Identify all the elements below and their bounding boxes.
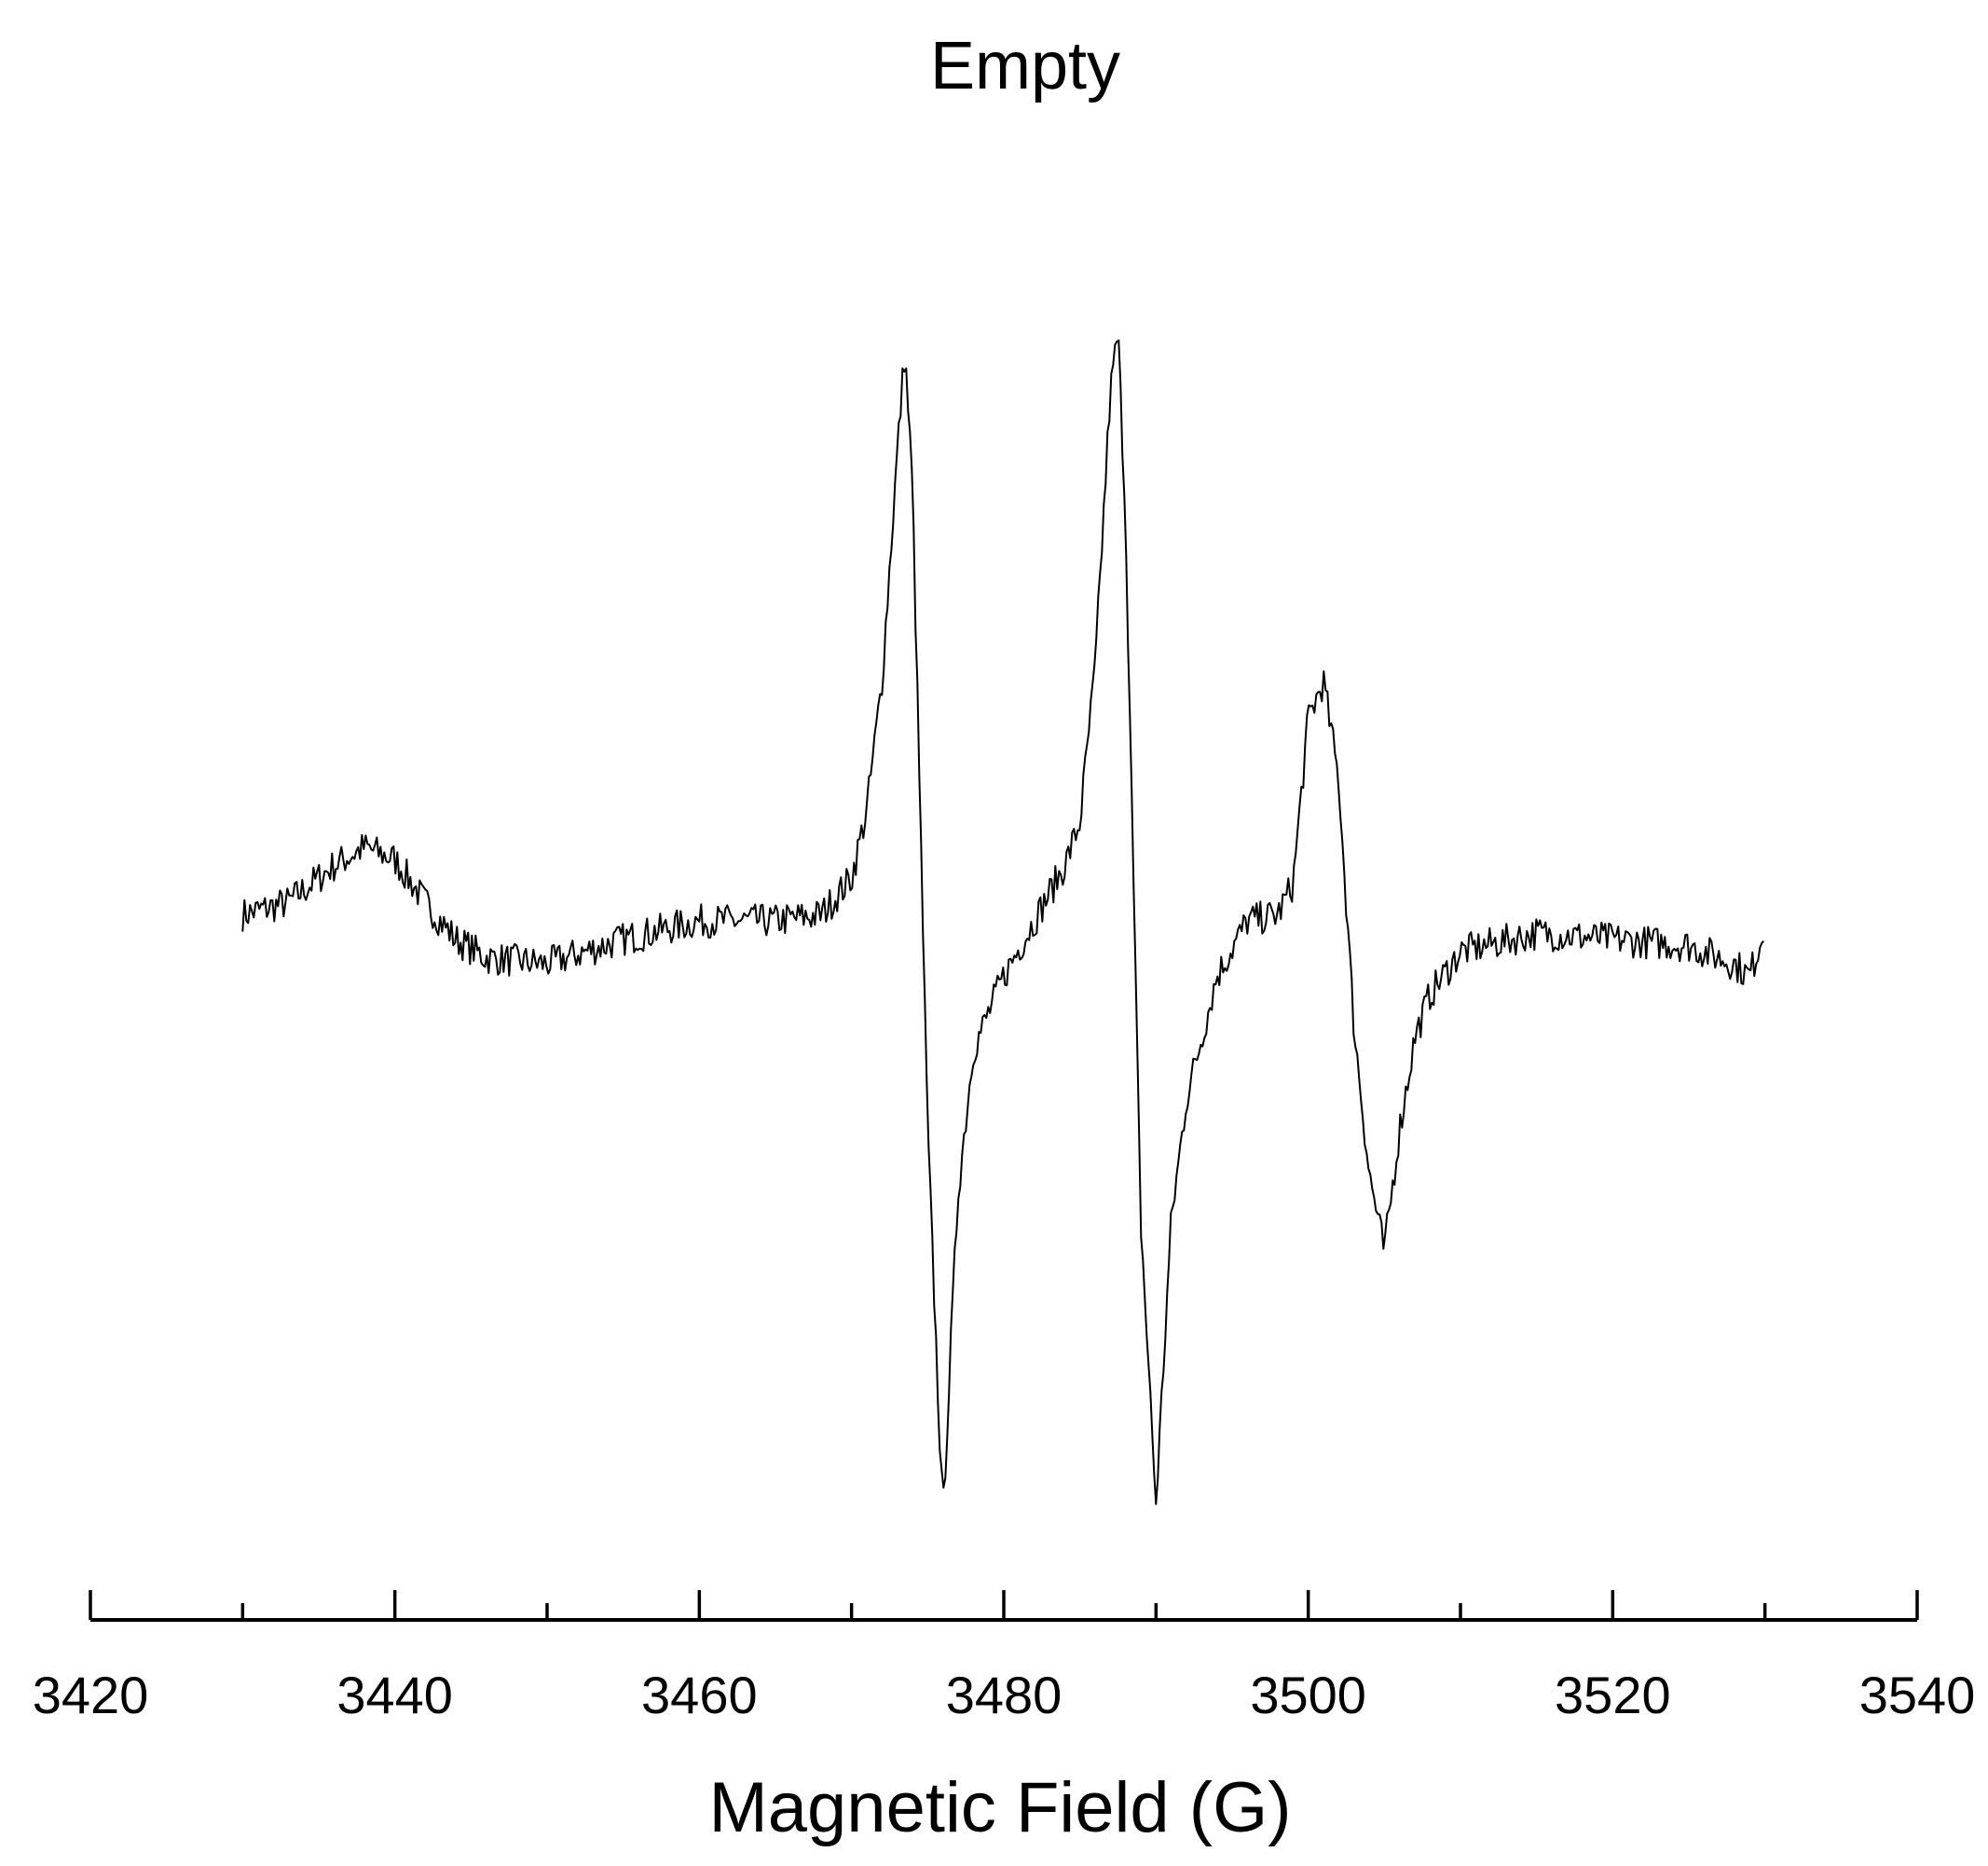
- x-tick-labels: 3420 3440 3460 3480 3500 3520 3540: [33, 1666, 1976, 1724]
- x-tick-label: 3500: [1250, 1666, 1366, 1724]
- x-tick-label: 3460: [641, 1666, 758, 1724]
- chart-title: Empty: [930, 29, 1120, 103]
- x-tick-label: 3540: [1859, 1666, 1976, 1724]
- x-minor-ticks: [240, 1603, 1767, 1620]
- x-tick-label: 3520: [1555, 1666, 1671, 1724]
- plot-area: [241, 339, 1765, 1505]
- x-tick-label: 3420: [33, 1666, 149, 1724]
- x-axis: 3420 3440 3460 3480 3500 3520 3540: [33, 1590, 1976, 1724]
- x-major-ticks: [89, 1590, 1919, 1620]
- x-axis-label: Magnetic Field (G): [708, 1768, 1291, 1847]
- series-line-spectrum: [241, 339, 1765, 1505]
- x-tick-label: 3480: [946, 1666, 1063, 1724]
- x-tick-label: 3440: [336, 1666, 453, 1724]
